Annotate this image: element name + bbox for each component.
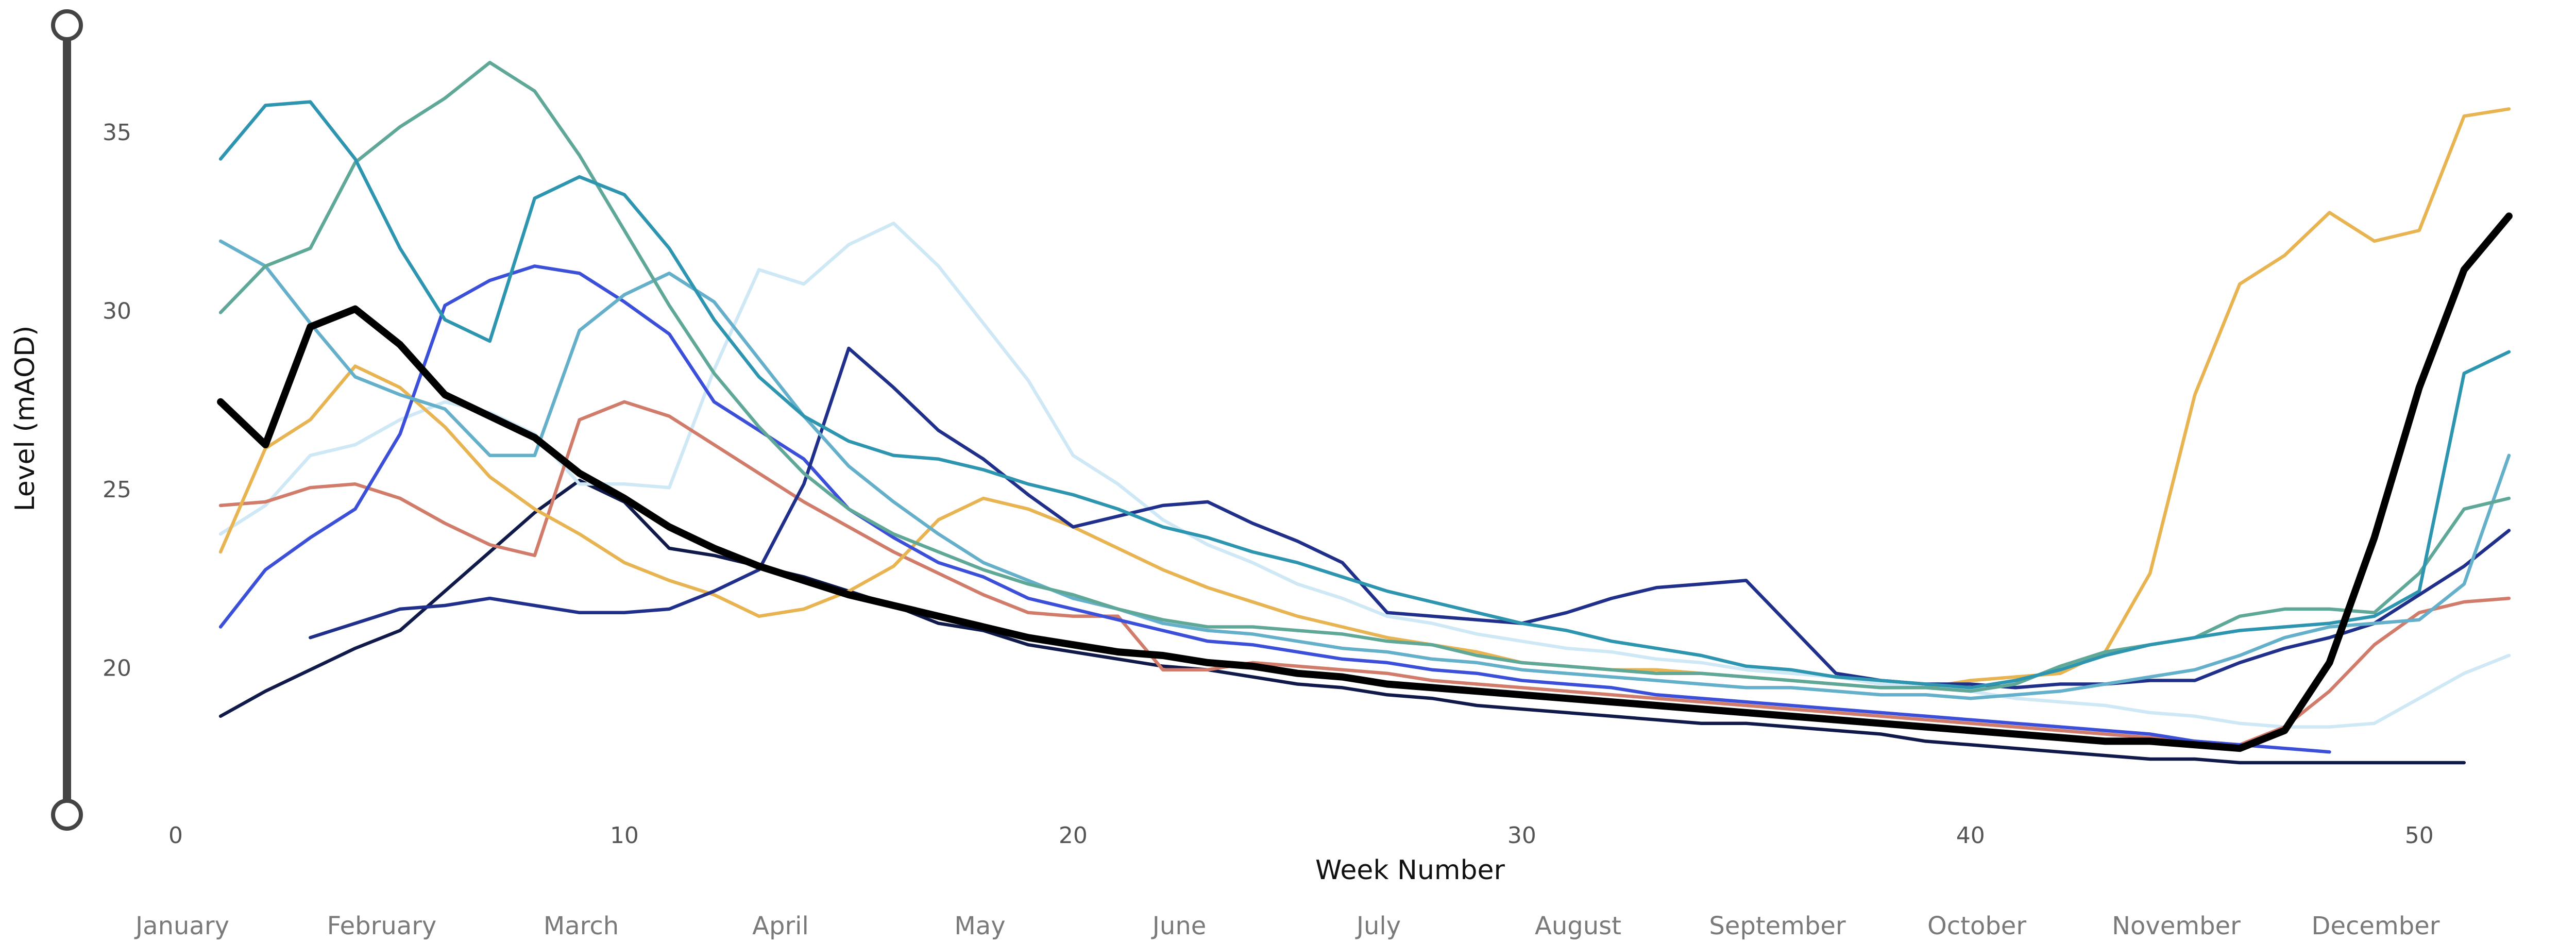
y-tick-label: 30 [103, 298, 131, 325]
series-line [217, 212, 2513, 752]
series-line [218, 61, 2511, 693]
slider-handle-top[interactable] [51, 9, 83, 41]
plot-area: 20 25 30 35 0 10 20 30 40 50 January February March A… [103, 61, 2513, 940]
series-line [218, 239, 2511, 700]
series-line [309, 346, 2511, 689]
series-line [218, 100, 2511, 689]
month-label: October [1927, 912, 2026, 940]
range-slider [51, 9, 83, 831]
month-label: July [1355, 912, 1401, 940]
series-line [218, 479, 2466, 765]
x-tick-label: 10 [610, 822, 639, 849]
month-label: May [954, 912, 1005, 940]
slider-handle-bottom[interactable] [51, 799, 83, 831]
month-label: January [134, 912, 229, 940]
month-label: June [1151, 912, 1207, 940]
x-axis-title: Week Number [1315, 855, 1505, 886]
y-axis-title: Level (mAOD) [10, 326, 41, 512]
series-line [218, 107, 2511, 689]
month-label: November [2112, 912, 2241, 940]
month-label: August [1535, 912, 1621, 940]
series-line [218, 400, 2511, 747]
month-label: April [752, 912, 809, 940]
x-tick-label: 20 [1059, 822, 1088, 849]
x-tick-label: 50 [2405, 822, 2434, 849]
x-tick-label: 0 [168, 822, 183, 849]
month-label: December [2312, 912, 2440, 940]
series-line [218, 264, 2331, 754]
month-label: September [1709, 912, 1846, 940]
x-tick-label: 40 [1956, 822, 1985, 849]
month-label: February [327, 912, 437, 940]
y-tick-label: 25 [103, 477, 131, 503]
x-tick-label: 30 [1507, 822, 1536, 849]
y-tick-label: 35 [103, 120, 131, 146]
y-tick-label: 20 [103, 655, 131, 682]
month-label: March [544, 912, 619, 940]
